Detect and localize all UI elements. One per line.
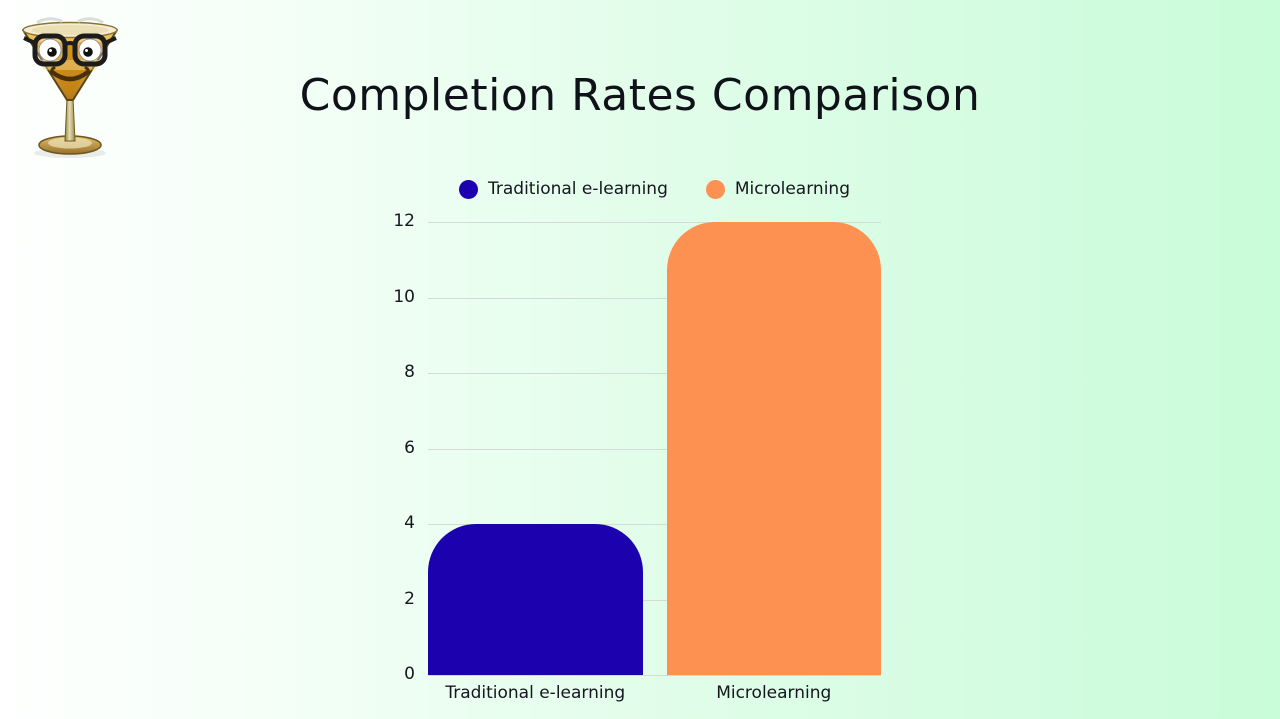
x-axis-label-microlearning: Microlearning [716, 683, 832, 703]
y-tick-label: 8 [404, 362, 415, 382]
y-tick-label: 4 [404, 513, 415, 533]
y-tick-label: 6 [404, 437, 415, 458]
chart-title: Completion Rates Comparison [299, 70, 981, 121]
grid-layer [428, 222, 881, 676]
gridline [428, 222, 881, 223]
legend-item-traditional-e-learning: Traditional e-learning [459, 179, 668, 199]
legend-dot-traditional-e-learning [459, 179, 478, 199]
gridline [428, 675, 881, 676]
y-tick-label: 10 [393, 286, 415, 307]
plot-area: 0 2 4 6 8 10 12 Traditional e-learning Microlea… [393, 211, 881, 703]
y-tick-label: 0 [404, 664, 415, 684]
xlabel-layer: Traditional e-learning Microlearning [428, 222, 881, 703]
ytick-layer: 0 2 4 6 8 10 12 [393, 211, 881, 684]
martini-mascot-icon [22, 17, 118, 158]
legend-label: Traditional e-learning [488, 179, 668, 199]
gridline [428, 297, 881, 299]
legend-label: Microlearning [734, 179, 850, 199]
x-axis-label-traditional-e-learning: Traditional e-learning [445, 683, 626, 703]
smile [49, 69, 91, 82]
y-tick-label: 2 [404, 588, 415, 609]
right-eyebrow [77, 17, 104, 24]
bar-layer [428, 222, 881, 675]
gridline [428, 373, 881, 374]
legend-item-microlearning: Microlearning [705, 179, 850, 199]
bar-traditional-e-learning [428, 524, 643, 675]
y-tick-label: 12 [393, 211, 415, 231]
gridline [428, 524, 881, 525]
gridline [428, 448, 881, 450]
left-eyebrow [36, 17, 63, 24]
chart-legend: Traditional e-learning Microlearning [428, 179, 881, 199]
bar-microlearning [666, 222, 881, 675]
gridline [428, 599, 881, 601]
legend-dot-microlearning [705, 179, 725, 199]
